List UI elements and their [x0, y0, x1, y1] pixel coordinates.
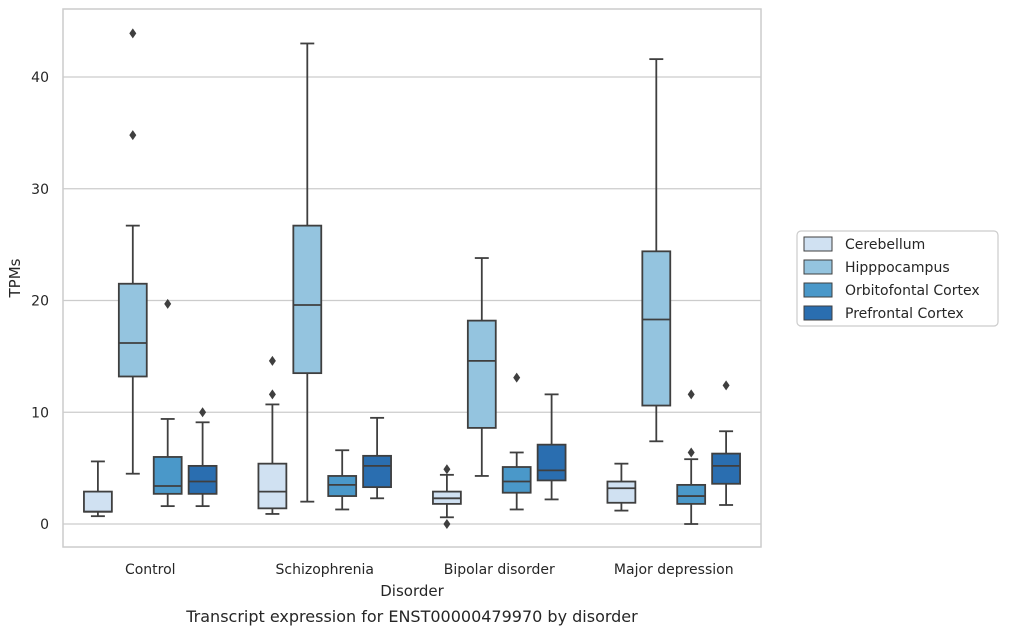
gridlines	[63, 76, 761, 525]
legend-swatch	[803, 259, 833, 275]
y-tick-label: 20	[31, 294, 49, 310]
box-group	[327, 449, 358, 511]
legend-label: Cerebellum	[845, 237, 925, 253]
legend-label: Orbitofontal Cortex	[845, 283, 980, 299]
box-group	[501, 372, 532, 511]
box	[466, 319, 497, 429]
outlier-point	[687, 447, 695, 458]
box	[501, 466, 532, 494]
box-group	[152, 298, 183, 508]
legend-label: Prefrontal Cortex	[845, 306, 964, 322]
x-axis-label: Disorder	[380, 582, 444, 600]
legend-frame	[796, 230, 999, 327]
outlier-point	[129, 28, 137, 39]
box	[536, 443, 567, 482]
box	[152, 456, 183, 495]
y-tick-label: 0	[40, 517, 49, 533]
box-group	[257, 355, 288, 515]
box	[362, 454, 392, 489]
x-tick-label: Control	[125, 562, 176, 578]
outlier-point	[129, 130, 137, 141]
box-group	[432, 464, 462, 529]
box-group	[187, 407, 218, 508]
box-group	[83, 460, 113, 518]
outlier-point	[268, 389, 276, 400]
box	[711, 452, 741, 485]
box-group	[117, 28, 148, 475]
box-group	[466, 257, 497, 477]
box	[641, 250, 672, 407]
outlier-point	[443, 519, 451, 529]
y-tick-label: 10	[31, 405, 49, 421]
outlier-point	[513, 372, 521, 383]
box-group	[641, 58, 672, 443]
box-group	[606, 462, 637, 512]
y-tick-label: 40	[31, 70, 49, 86]
box	[676, 483, 707, 505]
box	[327, 475, 358, 497]
outlier-point	[268, 355, 276, 366]
outlier-point	[722, 380, 730, 391]
box-group	[676, 389, 707, 525]
outlier-point	[443, 464, 451, 475]
y-axis-label: TPMs	[6, 258, 24, 298]
box	[187, 464, 218, 495]
legend-swatch	[803, 305, 833, 321]
x-tick-label: Major depression	[614, 562, 734, 578]
outlier-point	[199, 407, 207, 418]
box-group	[711, 380, 741, 506]
outlier-point	[687, 389, 695, 400]
box	[117, 282, 148, 378]
y-tick-label: 30	[31, 182, 49, 198]
box-group	[362, 416, 392, 500]
chart-caption: Transcript expression for ENST0000047997…	[185, 607, 638, 626]
legend-label: Hipppocampus	[845, 260, 950, 276]
box-group	[536, 393, 567, 501]
box	[606, 480, 637, 504]
legend-swatch	[803, 236, 833, 252]
y-axis-ticks: 0 10 20 30 40	[31, 70, 49, 533]
box	[292, 224, 323, 375]
box-group	[292, 42, 323, 503]
outlier-point	[164, 298, 172, 309]
legend-swatch	[803, 282, 833, 298]
box	[83, 490, 113, 513]
x-axis-ticks: Control Schizophrenia Bipolar disorder Majo…	[125, 562, 734, 578]
x-tick-label: Bipolar disorder	[444, 562, 555, 578]
box	[257, 462, 288, 510]
x-tick-label: Schizophrenia	[276, 562, 374, 578]
boxes-layer	[83, 28, 741, 529]
legend: Cerebellum Hipppocampus Orbitofontal Corte…	[796, 230, 999, 327]
